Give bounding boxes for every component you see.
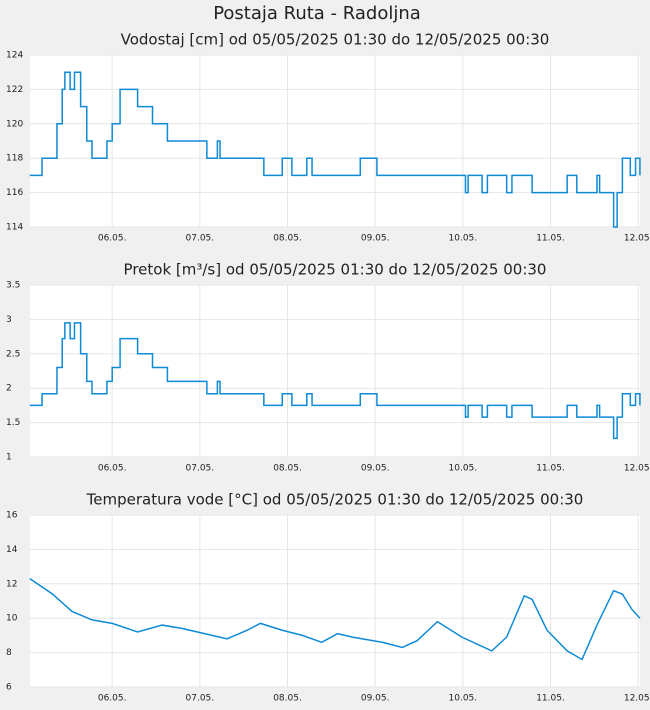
x-tick-label: 11.05. — [536, 694, 565, 704]
y-tick-label: 122 — [6, 85, 23, 95]
x-tick-label: 07.05. — [186, 464, 215, 474]
x-tick-label: 10.05. — [449, 694, 478, 704]
x-tick-label: 11.05. — [536, 464, 565, 474]
x-tick-label: 09.05. — [361, 234, 390, 244]
chart-title: Pretok [m³/s] od 05/05/2025 01:30 do 12/… — [124, 261, 547, 279]
y-tick-label: 3 — [6, 315, 12, 325]
y-tick-label: 6 — [6, 683, 12, 693]
page-title: Postaja Ruta - Radoljna — [213, 3, 421, 24]
y-tick-label: 8 — [6, 648, 12, 658]
x-tick-label: 06.05. — [98, 694, 127, 704]
x-tick-label: 11.05. — [536, 234, 565, 244]
y-tick-label: 10 — [6, 614, 18, 624]
y-tick-label: 1 — [6, 453, 12, 463]
y-tick-label: 1.5 — [6, 418, 20, 428]
y-tick-label: 118 — [6, 154, 23, 164]
x-tick-label: 08.05. — [273, 694, 302, 704]
y-tick-label: 120 — [6, 119, 23, 129]
x-tick-label: 07.05. — [186, 694, 215, 704]
data-line — [29, 71, 641, 228]
x-tick-label: 07.05. — [186, 234, 215, 244]
y-tick-label: 124 — [6, 51, 23, 61]
x-tick-label: 06.05. — [98, 234, 127, 244]
x-tick-label: 06.05. — [98, 464, 127, 474]
x-tick-label: 10.05. — [449, 464, 478, 474]
y-tick-label: 114 — [6, 223, 23, 233]
chart-title: Temperatura vode [°C] od 05/05/2025 01:3… — [86, 491, 584, 509]
plot-area — [30, 515, 640, 687]
x-tick-label: 09.05. — [361, 694, 390, 704]
x-tick-label: 10.05. — [449, 234, 478, 244]
x-tick-label: 09.05. — [361, 464, 390, 474]
y-tick-label: 116 — [6, 188, 23, 198]
y-tick-label: 3.5 — [6, 281, 20, 291]
x-tick-label: 08.05. — [273, 234, 302, 244]
y-tick-label: 14 — [6, 545, 18, 555]
y-tick-label: 2.5 — [6, 349, 20, 359]
y-tick-label: 16 — [6, 511, 18, 521]
plot-area — [30, 55, 640, 227]
plot-area — [30, 285, 640, 457]
data-line — [29, 578, 641, 661]
x-tick-label: 12.05. — [624, 234, 650, 244]
data-line — [29, 322, 641, 440]
y-tick-label: 12 — [6, 579, 17, 589]
y-tick-label: 2 — [6, 384, 12, 394]
x-tick-label: 12.05. — [624, 694, 650, 704]
chart-title: Vodostaj [cm] od 05/05/2025 01:30 do 12/… — [121, 31, 550, 49]
x-tick-label: 12.05. — [624, 464, 650, 474]
x-tick-label: 08.05. — [273, 464, 302, 474]
